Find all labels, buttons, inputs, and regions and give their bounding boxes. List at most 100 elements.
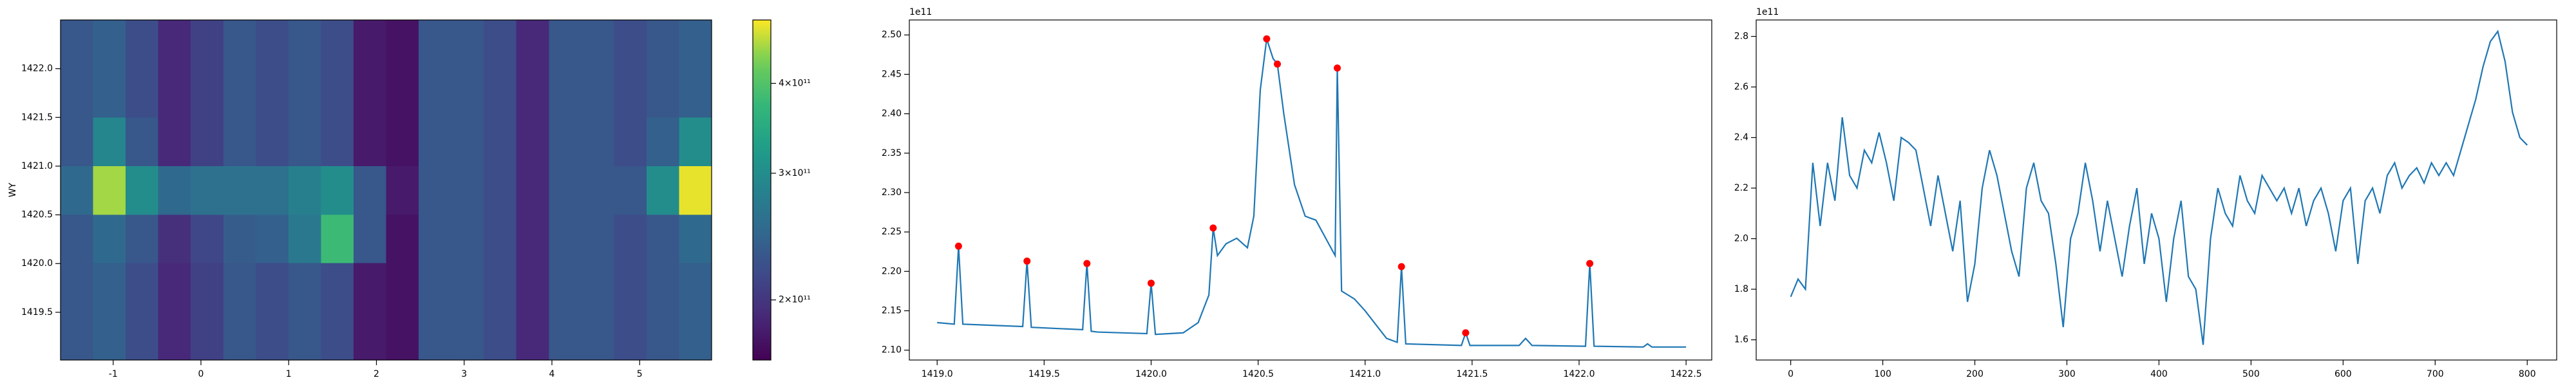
heatmap-cell <box>126 68 159 118</box>
heatmap-cell <box>419 68 452 118</box>
heatmap-cell <box>581 311 614 361</box>
heatmap-cell <box>419 263 452 312</box>
heatmap-cell <box>646 214 680 263</box>
heatmap-cell <box>256 68 289 118</box>
x-tick-label: 0 <box>198 369 204 379</box>
heatmap-cell <box>451 117 484 166</box>
heatmap-cell <box>484 68 517 118</box>
heatmap-cell <box>646 166 680 215</box>
y-tick-label: 2.8 <box>1734 32 1748 42</box>
y-tick-label: 1421.0 <box>21 161 53 171</box>
heatmap-cell <box>158 117 191 166</box>
y-tick-label: 2.50 <box>882 30 902 40</box>
heatmap-cell <box>353 311 387 361</box>
peak-marker <box>1263 35 1271 43</box>
heatmap-cell <box>93 263 126 312</box>
y-tick-label: 1419.5 <box>21 307 53 318</box>
heatmap-cell <box>321 166 354 215</box>
heatmap-cell <box>158 214 191 263</box>
heatmap-cell <box>549 166 582 215</box>
x-tick-label: -1 <box>109 369 118 379</box>
y-tick-label: 2.35 <box>882 148 902 158</box>
heatmap-cell <box>646 117 680 166</box>
heatmap-cell <box>679 68 712 118</box>
heatmap-cell <box>419 166 452 215</box>
x-tick-label: 600 <box>2334 369 2352 379</box>
y-tick-label: 2.15 <box>882 306 902 316</box>
heatmap-cell <box>549 117 582 166</box>
heatmap-cell <box>516 214 549 263</box>
heatmap-cell <box>419 117 452 166</box>
heatmap-cell <box>484 311 517 361</box>
heatmap-cell <box>288 68 321 118</box>
heatmap-cell <box>484 214 517 263</box>
heatmap-cell <box>581 263 614 312</box>
y-tick-label: 2.40 <box>882 109 902 119</box>
heatmap-cell <box>451 311 484 361</box>
heatmap-cell <box>93 166 126 215</box>
heatmap-cell <box>223 117 256 166</box>
heatmap-cell <box>581 214 614 263</box>
x-tick-label: 2 <box>374 369 379 379</box>
heatmap-cell <box>288 117 321 166</box>
x-tick-label: 1420.5 <box>1242 369 1274 379</box>
heatmap-cell <box>516 20 549 70</box>
heatmap-cell <box>288 263 321 312</box>
peak-marker <box>1147 280 1155 287</box>
axes-frame <box>909 19 1712 361</box>
heatmap-cell <box>516 68 549 118</box>
heatmap-cell <box>126 20 159 70</box>
heatmap-cell <box>646 311 680 361</box>
heatmap-cell <box>646 68 680 118</box>
heatmap-cell <box>61 311 94 361</box>
heatmap-cell <box>158 311 191 361</box>
heatmap-cell <box>93 20 126 70</box>
heatmap-cell <box>191 68 224 118</box>
x-tick-label: 1419.0 <box>922 369 953 379</box>
x-tick-label: 1421.0 <box>1349 369 1381 379</box>
x-tick-label: 1420.0 <box>1135 369 1167 379</box>
heatmap-cell <box>223 214 256 263</box>
heatmap-cell <box>61 20 94 70</box>
heatmap-cell <box>223 263 256 312</box>
heatmap-cell <box>516 263 549 312</box>
heatmap-cell <box>386 166 419 215</box>
peak-marker <box>1023 257 1031 265</box>
heatmap-cell <box>158 20 191 70</box>
heatmap-cell <box>256 263 289 312</box>
y-tick-label: 1420.5 <box>21 210 53 220</box>
heatmap-cell <box>158 68 191 118</box>
heatmap-cell <box>191 263 224 312</box>
heatmap-cell <box>353 68 387 118</box>
y-tick-label: 1.6 <box>1734 335 1748 345</box>
heatmap-cell <box>386 68 419 118</box>
x-tick-label: 1422.0 <box>1563 369 1595 379</box>
peak-marker <box>1083 260 1091 267</box>
heatmap-cell <box>223 68 256 118</box>
x-tick-label: 4 <box>549 369 555 379</box>
colorbar-tick-label: 2×10¹¹ <box>779 295 811 305</box>
y-tick-label: 2.0 <box>1734 234 1748 244</box>
heatmap-cell <box>288 214 321 263</box>
peak-marker <box>1273 61 1281 68</box>
heatmap-cell <box>419 311 452 361</box>
heatmap-cell <box>191 166 224 215</box>
x-tick-label: 800 <box>2519 369 2536 379</box>
heatmap-cell <box>549 311 582 361</box>
heatmap-cell <box>61 117 94 166</box>
heatmap-cell <box>679 20 712 70</box>
heatmap-cell <box>386 311 419 361</box>
heatmap-cell <box>484 117 517 166</box>
heatmap-cell <box>614 68 647 118</box>
y-tick-label: 2.10 <box>882 345 902 356</box>
heatmap-cell <box>484 20 517 70</box>
heatmap-cell <box>288 311 321 361</box>
data-line <box>937 39 1687 348</box>
heatmap-cell <box>353 263 387 312</box>
x-tick-label: 700 <box>2427 369 2444 379</box>
heatmap-cell <box>126 214 159 263</box>
x-tick-label: 0 <box>1788 369 1794 379</box>
heatmap-cell <box>126 311 159 361</box>
y-axis-label: WY <box>8 182 18 197</box>
heatmap-cell <box>386 117 419 166</box>
